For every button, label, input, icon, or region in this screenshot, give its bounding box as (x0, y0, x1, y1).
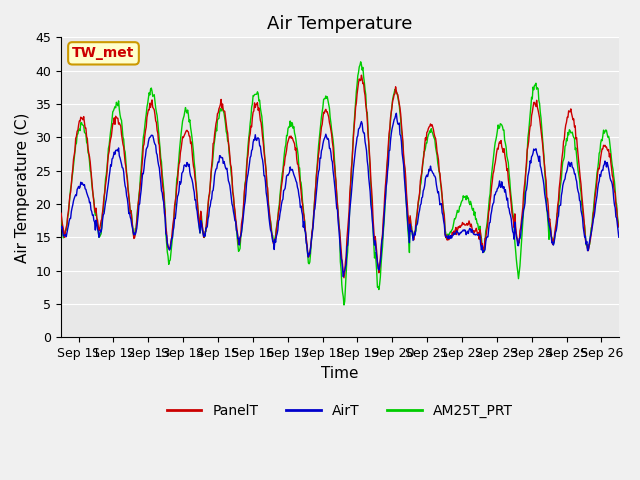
Legend: PanelT, AirT, AM25T_PRT: PanelT, AirT, AM25T_PRT (161, 398, 519, 424)
Title: Air Temperature: Air Temperature (268, 15, 413, 33)
Text: TW_met: TW_met (72, 47, 134, 60)
Y-axis label: Air Temperature (C): Air Temperature (C) (15, 112, 30, 263)
X-axis label: Time: Time (321, 366, 359, 381)
